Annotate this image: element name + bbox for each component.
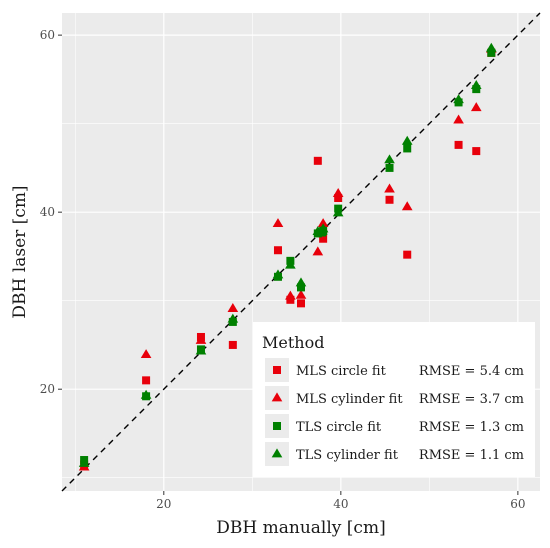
data-point — [470, 102, 482, 112]
data-point — [317, 223, 329, 233]
data-point — [195, 334, 207, 344]
data-point — [297, 299, 305, 308]
legend-rmse: RMSE = 1.3 cm — [419, 420, 524, 435]
data-point — [286, 295, 295, 304]
data-point — [403, 144, 412, 153]
data-point — [317, 218, 329, 228]
legend-title: Method — [262, 333, 324, 352]
y-axis-ticks: 20 40 60 — [40, 28, 62, 396]
legend-label: MLS circle fit — [296, 364, 387, 379]
x-tick-label: 40 — [333, 497, 348, 511]
data-point — [487, 48, 496, 57]
data-point — [227, 303, 239, 313]
data-point — [227, 313, 239, 323]
data-point — [384, 183, 395, 193]
legend-rmse: RMSE = 5.4 cm — [419, 364, 524, 379]
data-point — [401, 201, 413, 211]
legend-marker — [273, 366, 281, 374]
data-point — [295, 277, 307, 287]
data-point — [453, 114, 464, 124]
x-tick-label: 20 — [156, 497, 171, 511]
data-point — [140, 389, 152, 399]
data-point — [319, 234, 328, 243]
legend-label: MLS cylinder fit — [296, 392, 403, 407]
data-point — [312, 246, 324, 256]
legend-marker — [271, 448, 283, 458]
data-point — [285, 290, 296, 300]
data-point — [385, 163, 394, 172]
x-tick-label: 60 — [510, 497, 525, 511]
legend-rmse: RMSE = 3.7 cm — [419, 392, 524, 407]
data-point — [142, 376, 151, 385]
y-tick-label: 40 — [40, 205, 55, 219]
data-point — [273, 246, 282, 255]
data-point — [295, 289, 307, 299]
x-axis-ticks: 20 40 60 — [156, 491, 526, 511]
data-point — [485, 42, 497, 52]
x-axis-title: DBH manually [cm] — [216, 518, 385, 538]
y-axis-title: DBH laser [cm] — [10, 185, 30, 318]
data-points — [78, 42, 497, 471]
data-point — [195, 345, 207, 355]
legend-marker — [273, 422, 281, 430]
data-point — [384, 154, 395, 164]
data-point — [401, 135, 413, 145]
legend-label: TLS cylinder fit — [296, 448, 399, 463]
data-point — [78, 457, 90, 467]
reference-line — [61, 12, 541, 492]
data-point — [272, 218, 284, 228]
data-point — [285, 259, 296, 269]
data-point — [470, 79, 482, 89]
data-point — [313, 156, 322, 165]
data-point — [453, 94, 464, 104]
data-point — [297, 283, 305, 292]
data-point — [472, 147, 481, 156]
data-point — [332, 207, 344, 217]
legend: Method MLS circle fit RMSE = 5.4 cm MLS cy… — [253, 322, 535, 477]
data-point — [334, 194, 343, 203]
data-point — [228, 340, 237, 349]
legend-marker — [271, 392, 283, 402]
y-tick-label: 20 — [40, 382, 55, 396]
y-tick-label: 60 — [40, 28, 55, 42]
data-point — [403, 250, 412, 259]
data-point — [454, 140, 463, 149]
legend-rmse: RMSE = 1.1 cm — [419, 448, 524, 463]
data-point — [332, 187, 344, 197]
data-point — [272, 269, 284, 279]
data-point — [385, 195, 394, 204]
data-point — [472, 85, 481, 94]
legend-label: TLS circle fit — [296, 420, 382, 435]
legend-box — [253, 322, 535, 477]
data-point — [140, 349, 152, 359]
